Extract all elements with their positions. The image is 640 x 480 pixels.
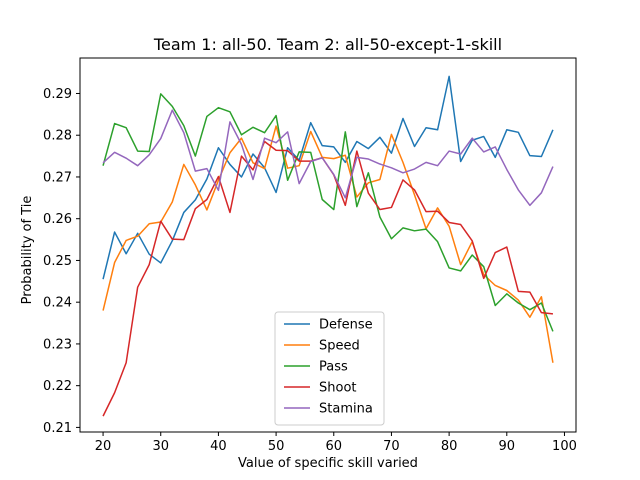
x-tick-label: 60 [325, 439, 342, 454]
y-tick-label: 0.24 [43, 296, 72, 311]
legend-label-defense: Defense [319, 318, 373, 333]
y-tick-label: 0.21 [43, 421, 72, 436]
plot-area: 20 30 40 50 60 70 80 90 100 0.21 0.22 0.23 0.24 0.25 0… [43, 57, 577, 454]
series-line-stamina [102, 109, 554, 207]
y-tick-label: 0.29 [43, 87, 72, 102]
x-tick-label: 90 [499, 439, 516, 454]
y-tick-label: 0.28 [43, 129, 72, 144]
legend-label-speed: Speed [319, 339, 360, 354]
legend-label-pass: Pass [319, 360, 348, 375]
x-tick-label: 20 [95, 439, 112, 454]
x-tick-label: 40 [210, 439, 227, 454]
legend: Defense Speed Pass Shoot Stamina [274, 311, 385, 426]
y-tick-label: 0.27 [43, 170, 72, 185]
series-line-defense [102, 75, 554, 280]
legend-label-stamina: Stamina [319, 402, 373, 417]
x-axis-label: Value of specific skill varied [238, 456, 418, 471]
x-tick-label: 50 [268, 439, 285, 454]
chart-title: Team 1: all-50. Team 2: all-50-except-1-… [153, 35, 502, 54]
x-tick-label: 70 [383, 439, 400, 454]
y-tick-label: 0.25 [43, 254, 72, 269]
legend-box [274, 311, 385, 426]
x-tick-label: 100 [552, 439, 577, 454]
y-tick-label: 0.23 [43, 337, 72, 352]
y-tick-label: 0.26 [43, 212, 72, 227]
legend-label-shoot: Shoot [319, 381, 357, 396]
y-axis-label: Probability of Tie [20, 196, 35, 305]
x-tick-label: 30 [152, 439, 169, 454]
y-tick-label: 0.22 [43, 379, 72, 394]
axes-frame [79, 57, 577, 433]
x-tick-label: 80 [441, 439, 458, 454]
